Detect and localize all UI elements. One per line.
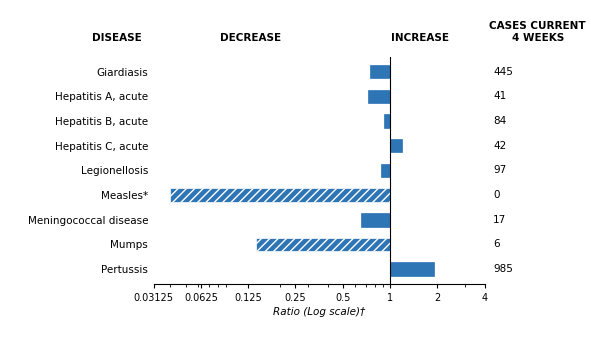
- Bar: [371, 65, 390, 78]
- Text: 17: 17: [493, 215, 506, 225]
- Text: DISEASE: DISEASE: [92, 33, 142, 43]
- Bar: [256, 238, 390, 251]
- Bar: [368, 89, 390, 103]
- Bar: [390, 262, 434, 276]
- X-axis label: Ratio (Log scale)†: Ratio (Log scale)†: [273, 307, 365, 317]
- Bar: [381, 164, 390, 177]
- Text: 445: 445: [493, 67, 513, 77]
- Text: INCREASE: INCREASE: [391, 33, 449, 43]
- Bar: [361, 213, 390, 226]
- Text: 97: 97: [493, 165, 506, 175]
- Bar: [170, 188, 390, 202]
- Text: 985: 985: [493, 264, 513, 274]
- Bar: [384, 114, 390, 128]
- Text: 84: 84: [493, 116, 506, 126]
- Text: 42: 42: [493, 141, 506, 151]
- Text: 0: 0: [493, 190, 499, 200]
- Text: 41: 41: [493, 91, 506, 101]
- Text: CASES CURRENT
4 WEEKS: CASES CURRENT 4 WEEKS: [489, 21, 586, 43]
- Bar: [390, 139, 402, 153]
- Text: DECREASE: DECREASE: [220, 33, 281, 43]
- Text: 6: 6: [493, 240, 499, 250]
